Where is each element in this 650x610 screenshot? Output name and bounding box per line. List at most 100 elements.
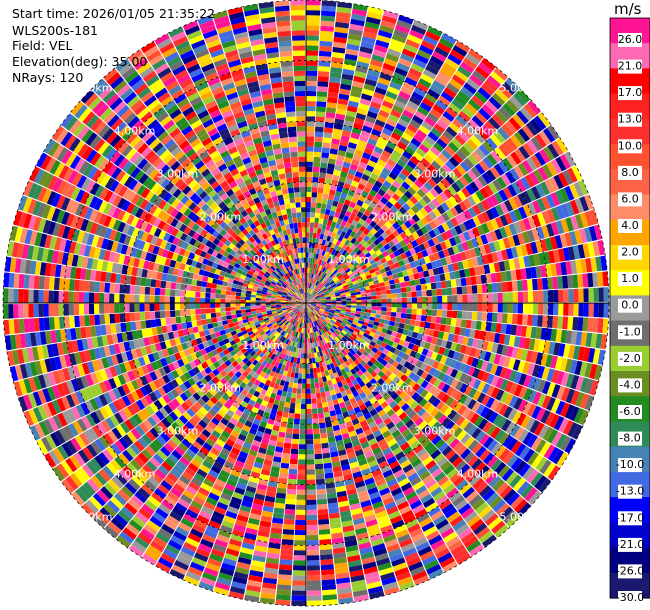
velocity-gate <box>298 444 306 450</box>
velocity-gate <box>318 519 330 525</box>
velocity-gate <box>356 236 364 243</box>
velocity-gate <box>401 297 407 303</box>
velocity-gate <box>312 273 316 279</box>
velocity-gate <box>358 218 366 226</box>
velocity-gate <box>313 292 318 297</box>
velocity-gate <box>361 296 367 300</box>
velocity-gate <box>319 233 324 240</box>
velocity-gate <box>324 251 329 257</box>
velocity-gate <box>398 14 414 25</box>
velocity-gate <box>394 283 401 289</box>
velocity-gate <box>482 303 488 312</box>
velocity-gate <box>306 299 310 303</box>
velocity-gate <box>333 227 339 234</box>
velocity-gate <box>558 303 564 316</box>
velocity-gate <box>374 180 383 189</box>
velocity-gate <box>297 464 306 470</box>
velocity-gate <box>315 387 321 394</box>
velocity-gate <box>306 378 311 384</box>
velocity-gate <box>294 530 306 536</box>
velocity-gate <box>326 395 333 402</box>
velocity-gate <box>512 313 518 325</box>
velocity-gate <box>306 514 318 521</box>
velocity-gate <box>420 315 427 322</box>
velocity-gate <box>312 362 317 369</box>
velocity-gate <box>371 303 377 307</box>
velocity-gate <box>298 449 306 455</box>
velocity-gate <box>363 169 372 177</box>
velocity-gate <box>314 136 323 143</box>
velocity-gate <box>431 160 442 171</box>
velocity-gate <box>336 252 342 258</box>
velocity-gate <box>431 289 438 296</box>
velocity-gate <box>346 43 360 51</box>
velocity-gate <box>320 157 329 164</box>
velocity-gate <box>306 299 310 303</box>
velocity-gate <box>335 21 350 29</box>
velocity-gate <box>306 75 318 82</box>
velocity-gate <box>325 204 332 211</box>
velocity-gate <box>306 151 314 157</box>
velocity-gate <box>316 248 321 255</box>
velocity-gate <box>436 288 443 296</box>
velocity-gate <box>417 175 427 185</box>
velocity-gate <box>438 95 451 107</box>
velocity-gate <box>315 111 326 118</box>
velocity-gate <box>410 169 421 179</box>
velocity-gate <box>593 303 599 318</box>
velocity-gate <box>362 152 372 160</box>
velocity-gate <box>317 187 324 194</box>
velocity-gate <box>312 291 317 296</box>
velocity-gate <box>306 540 319 546</box>
velocity-gate <box>363 209 371 217</box>
velocity-gate <box>318 412 325 419</box>
velocity-gate <box>300 414 306 420</box>
velocity-gate <box>349 163 358 171</box>
velocity-gate <box>306 469 315 475</box>
velocity-gate <box>294 545 306 551</box>
velocity-gate <box>317 282 322 288</box>
velocity-gate <box>517 291 524 303</box>
velocity-gate <box>318 524 330 530</box>
velocity-gate <box>315 280 319 286</box>
velocity-gate <box>306 80 317 87</box>
velocity-gate <box>548 290 554 303</box>
velocity-gate <box>346 298 352 301</box>
velocity-gate <box>307 287 309 293</box>
velocity-gate <box>307 575 321 581</box>
velocity-gate <box>317 71 330 77</box>
velocity-gate <box>288 382 294 388</box>
velocity-gate <box>306 252 309 258</box>
velocity-gate <box>311 408 318 414</box>
velocity-gate <box>360 239 367 246</box>
velocity-gate <box>320 260 325 266</box>
velocity-gate <box>450 279 457 288</box>
velocity-gate <box>507 303 513 314</box>
velocity-gate <box>447 141 459 153</box>
velocity-gate <box>283 442 292 449</box>
velocity-gate <box>357 56 371 64</box>
velocity-gate <box>280 549 293 556</box>
velocity-gate <box>281 457 290 464</box>
velocity-gate <box>532 290 539 303</box>
velocity-gate <box>376 299 382 303</box>
velocity-gate <box>362 125 373 133</box>
velocity-gate <box>333 123 344 130</box>
velocity-gate <box>445 106 458 118</box>
velocity-gate <box>357 139 367 148</box>
velocity-gate <box>366 231 374 239</box>
velocity-gate <box>325 269 330 275</box>
velocity-gate <box>371 150 382 159</box>
velocity-gate <box>318 55 331 62</box>
velocity-gate <box>361 173 370 182</box>
velocity-gate <box>306 232 310 238</box>
velocity-gate <box>409 119 421 129</box>
velocity-gate <box>306 449 314 455</box>
velocity-gate <box>306 353 309 359</box>
velocity-gate <box>552 316 559 329</box>
velocity-gate <box>441 33 457 45</box>
velocity-gate <box>333 36 347 44</box>
velocity-gate <box>292 382 298 389</box>
velocity-gate <box>380 290 387 295</box>
